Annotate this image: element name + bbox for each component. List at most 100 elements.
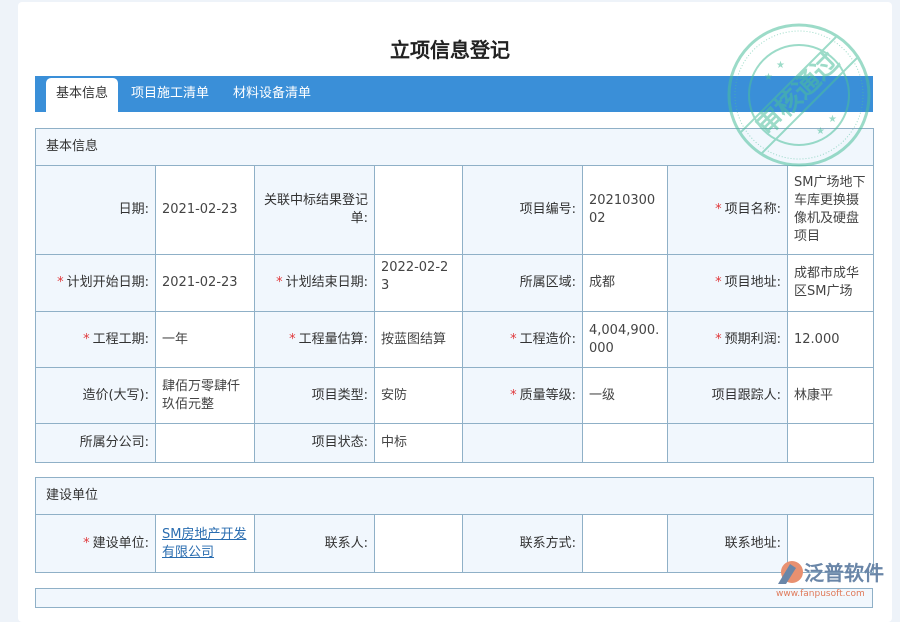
fanpu-logo: 泛普软件 www.fanpusoft.com (770, 550, 895, 600)
section-title: 基本信息 (34, 128, 875, 166)
required-marker: * (510, 387, 517, 403)
label-text: 工程造价: (519, 331, 576, 347)
label-text: 预期利润: (724, 331, 781, 347)
field-label: 联系人: (254, 514, 375, 573)
field-value (155, 423, 255, 463)
label-text: 联系地址: (724, 535, 781, 551)
field-label: 所属区域: (462, 254, 583, 312)
value-link[interactable]: SM房地产开发有限公司 (162, 526, 247, 560)
field-value (374, 165, 463, 255)
field-label (667, 423, 788, 463)
required-marker: * (715, 331, 722, 347)
label-text: 工程工期: (92, 331, 149, 347)
field-value[interactable]: SM房地产开发有限公司 (155, 514, 255, 573)
value-text: 一年 (162, 331, 189, 347)
field-label: * 计划结束日期: (254, 254, 375, 312)
field-value: 2021-02-23 (155, 165, 255, 255)
field-label: 所属分公司: (35, 423, 156, 463)
label-text: 日期: (118, 202, 149, 217)
field-value: 一年 (155, 311, 255, 368)
field-label: * 预期利润: (667, 311, 788, 368)
field-label: 日期: (35, 165, 156, 255)
field-label: 项目编号: (462, 165, 583, 255)
required-marker: * (276, 275, 283, 290)
tab-construction-list[interactable]: 项目施工清单 (131, 86, 210, 101)
label-text: 工程量估算: (298, 331, 368, 347)
value-text: 12.000 (794, 331, 840, 347)
value-text: SM广场地下车库更换摄像机及硬盘项目 (794, 175, 866, 244)
value-text: 成都市成华区SM广场 (794, 266, 860, 299)
label-text: 联系方式: (519, 535, 576, 551)
value-text: 林康平 (794, 387, 834, 403)
field-value (582, 423, 668, 463)
stamp-text: 审核通过 (750, 46, 845, 141)
tab-basic-info[interactable]: 基本信息 (46, 78, 119, 112)
field-label: * 工程量估算: (254, 311, 375, 368)
required-marker: * (57, 275, 64, 290)
tab-material-equipment-list[interactable]: 材料设备清单 (233, 86, 312, 101)
field-label (462, 423, 583, 463)
field-label: * 工程造价: (462, 311, 583, 368)
value-text: 安防 (381, 387, 408, 403)
table-row: * 计划开始日期: 2021-02-23 * 计划结束日期: 2022-02-23 所属区域… (35, 254, 875, 312)
field-value: 肆佰万零肆仟玖佰元整 (155, 367, 255, 424)
label-text: 质量等级: (519, 387, 576, 403)
field-label: 联系方式: (462, 514, 583, 573)
label-text: 项目编号: (519, 202, 576, 217)
svg-text:★: ★ (776, 60, 785, 71)
field-value: 成都 (582, 254, 668, 312)
field-label: 联系地址: (667, 514, 788, 573)
page-title: 立项信息登记 (390, 38, 510, 62)
field-value: 成都市成华区SM广场 (786, 254, 875, 312)
field-label: * 项目名称: (667, 165, 788, 255)
label-text: 项目类型: (311, 387, 368, 403)
field-label: * 建设单位: (35, 514, 156, 573)
tab-bar: 基本信息 项目施工清单 材料设备清单 (35, 76, 873, 112)
value-text: 2022-02-23 (381, 260, 449, 293)
field-value: 安防 (374, 367, 463, 424)
field-value (786, 514, 875, 573)
svg-text:★: ★ (816, 126, 825, 137)
table-row: 日期: 2021-02-23 关联中标结果登记单: 项目编号: 2021030002 * 项… (35, 165, 875, 255)
field-label: * 工程工期: (35, 311, 156, 368)
field-value: SM广场地下车库更换摄像机及硬盘项目 (786, 165, 875, 255)
value-text: 一级 (589, 387, 616, 403)
field-value: 按蓝图结算 (374, 311, 463, 368)
field-label: * 计划开始日期: (35, 254, 156, 312)
field-label: * 质量等级: (462, 367, 583, 424)
label-text: 建设单位: (92, 535, 149, 551)
field-value: 12.000 (786, 311, 875, 368)
table-row: 所属分公司: 项目状态: 中标 (35, 423, 875, 463)
field-label: * 项目地址: (667, 254, 788, 312)
value-text: 成都 (589, 275, 616, 290)
field-value: 林康平 (786, 367, 875, 424)
label-text: 造价(大写): (82, 387, 149, 403)
label-text: 项目跟踪人: (711, 387, 781, 403)
field-value (786, 423, 875, 463)
label-text: 关联中标结果登记单: (263, 193, 368, 226)
required-marker: * (715, 202, 722, 217)
label-text: 项目状态: (311, 435, 368, 450)
field-value: 2022-02-23 (374, 254, 463, 312)
field-value (374, 514, 463, 573)
label-text: 计划结束日期: (285, 275, 368, 290)
svg-text:www.fanpusoft.com: www.fanpusoft.com (776, 589, 865, 599)
svg-text:泛普软件: 泛普软件 (804, 561, 884, 585)
field-label: 造价(大写): (35, 367, 156, 424)
value-text: 肆佰万零肆仟玖佰元整 (162, 378, 241, 412)
value-text: 2021030002 (589, 193, 656, 226)
required-marker: * (510, 331, 517, 347)
field-value: 一级 (582, 367, 668, 424)
field-label: 关联中标结果登记单: (254, 165, 375, 255)
builder-table: 建设单位 * 建设单位: SM房地产开发有限公司 联系人: 联系方式: 联系地址: (34, 477, 875, 573)
required-marker: * (715, 275, 722, 290)
label-text: 联系人: (324, 535, 368, 551)
label-text: 项目地址: (724, 275, 781, 290)
label-text: 所属分公司: (79, 435, 149, 450)
value-text: 中标 (381, 435, 408, 450)
table-row: * 建设单位: SM房地产开发有限公司 联系人: 联系方式: 联系地址: (35, 514, 875, 573)
required-marker: * (83, 535, 90, 551)
section-title: 建设单位 (34, 477, 875, 515)
required-marker: * (289, 331, 296, 347)
svg-text:★: ★ (764, 72, 773, 83)
